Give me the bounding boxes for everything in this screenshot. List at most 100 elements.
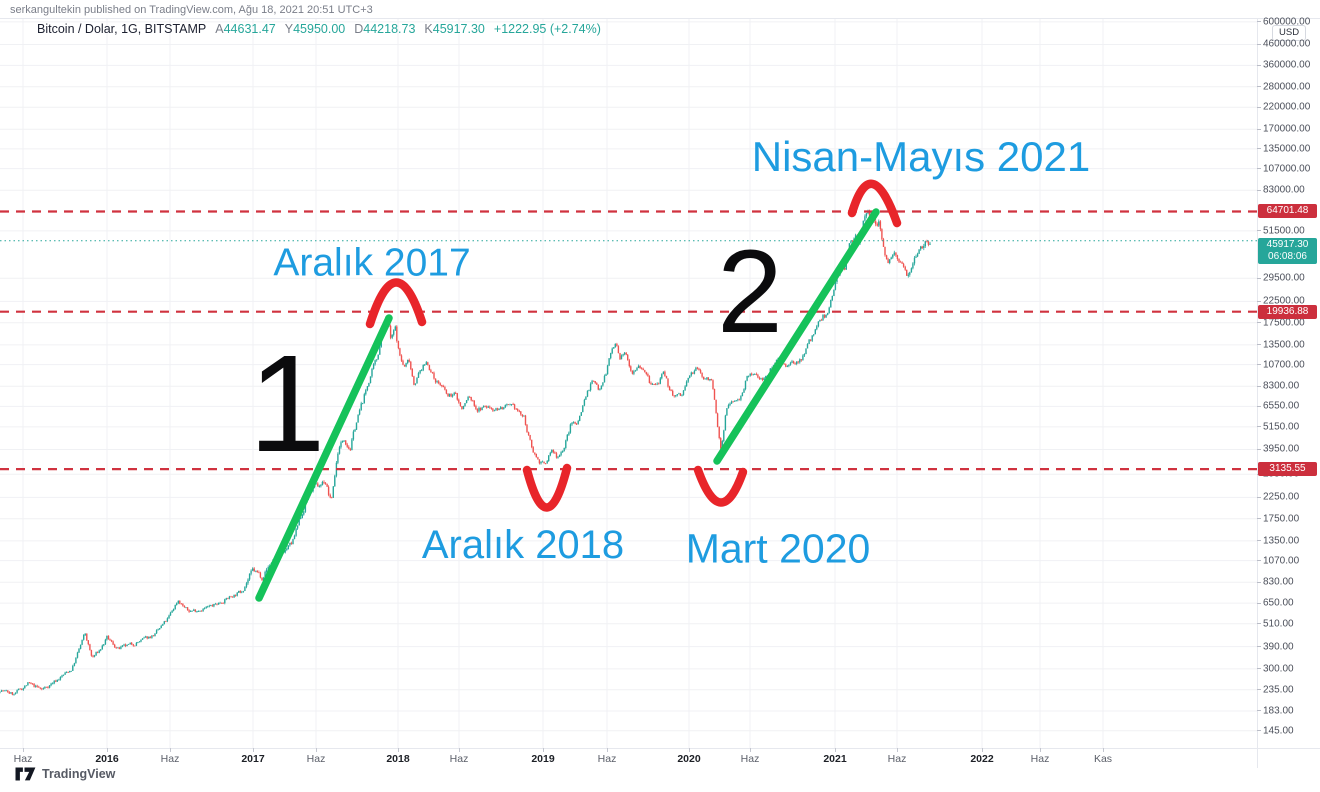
annotation-text: Aralık 2017 — [273, 241, 471, 285]
price-level-lines[interactable] — [0, 210, 1257, 471]
price-level-badge: 64701.48 — [1258, 204, 1317, 219]
annotation-text: Mart 2020 — [685, 525, 871, 572]
price-tick-label: 6550.00 — [1263, 400, 1300, 412]
time-tick-label: Haz — [740, 753, 760, 765]
price-tick-label: 8300.00 — [1263, 380, 1300, 392]
price-tick-label: 22500.00 — [1263, 295, 1305, 307]
price-tick-label: 235.00 — [1263, 684, 1294, 696]
candles-layer — [0, 209, 931, 696]
price-tick-mark — [1257, 518, 1261, 520]
countdown-timer: 06:08:06 — [1268, 250, 1307, 262]
price-tick-label: 360000.00 — [1263, 59, 1311, 71]
price-tick-label: 650.00 — [1263, 597, 1294, 609]
price-tick-mark — [1257, 426, 1261, 428]
time-tick-mark — [607, 748, 608, 752]
annotation-text: Aralık 2018 — [421, 523, 625, 567]
time-tick-label: 2019 — [531, 753, 555, 765]
symbol-title[interactable]: Bitcoin / Dolar, 1G, BITSTAMP — [37, 22, 207, 36]
currency-unit-button[interactable]: USD — [1272, 25, 1307, 41]
time-tick-label: Haz — [449, 753, 469, 765]
time-tick-label: 2020 — [677, 753, 701, 765]
price-tick-mark — [1257, 689, 1261, 691]
price-tick-label: 2250.00 — [1263, 491, 1300, 503]
price-tick-mark — [1257, 646, 1261, 648]
time-tick-mark — [398, 748, 399, 752]
price-level-badge: 3135.55 — [1258, 462, 1317, 477]
price-tick-mark — [1257, 128, 1261, 130]
price-tick-label: 5150.00 — [1263, 421, 1300, 433]
time-tick-mark — [1103, 748, 1104, 752]
price-tick-mark — [1257, 385, 1261, 387]
price-tick-label: 135000.00 — [1263, 143, 1311, 155]
time-tick-label: Haz — [306, 753, 326, 765]
price-tick-mark — [1257, 710, 1261, 712]
time-tick-label: Haz — [887, 753, 907, 765]
price-tick-label: 1350.00 — [1263, 535, 1300, 547]
ohlc-label: K — [424, 22, 433, 36]
price-tick-mark — [1257, 230, 1261, 232]
time-tick-mark — [982, 748, 983, 752]
time-axis-separator — [0, 748, 1320, 749]
price-tick-mark — [1257, 86, 1261, 88]
time-tick-label: 2017 — [241, 753, 265, 765]
ohlc-value: 44218.73 — [363, 22, 416, 36]
price-tick-label: 51500.00 — [1263, 225, 1305, 237]
grid-layer — [0, 19, 1257, 748]
time-tick-mark — [689, 748, 690, 752]
price-tick-label: 29500.00 — [1263, 272, 1305, 284]
price-tick-mark — [1257, 581, 1261, 583]
trend-line[interactable] — [255, 208, 880, 602]
tradingview-brand[interactable]: TradingView — [15, 767, 115, 781]
time-tick-mark — [897, 748, 898, 752]
price-tick-mark — [1257, 496, 1261, 498]
price-tick-mark — [1257, 168, 1261, 170]
price-tick-mark — [1257, 189, 1261, 191]
price-tick-label: 3950.00 — [1263, 443, 1300, 455]
time-tick-mark — [543, 748, 544, 752]
price-tick-mark — [1257, 344, 1261, 346]
price-tick-label: 830.00 — [1263, 576, 1294, 588]
price-tick-mark — [1257, 300, 1261, 302]
price-tick-label: 510.00 — [1263, 618, 1294, 630]
time-tick-label: Haz — [13, 753, 33, 765]
peak-trough-arc[interactable] — [365, 179, 902, 512]
price-tick-label: 170000.00 — [1263, 123, 1311, 135]
time-tick-mark — [253, 748, 254, 752]
price-tick-label: 17500.00 — [1263, 317, 1305, 329]
time-tick-mark — [835, 748, 836, 752]
time-tick-label: 2021 — [823, 753, 847, 765]
price-tick-label: 460000.00 — [1263, 38, 1311, 50]
ohlc-value: 45917.30 — [432, 22, 485, 36]
price-tick-label: 390.00 — [1263, 641, 1294, 653]
time-tick-mark — [107, 748, 108, 752]
price-tick-mark — [1257, 602, 1261, 604]
time-tick-label: Haz — [597, 753, 617, 765]
price-tick-label: 10700.00 — [1263, 359, 1305, 371]
price-tick-mark — [1257, 540, 1261, 542]
chart-top-border — [0, 18, 1320, 19]
time-tick-mark — [170, 748, 171, 752]
price-tick-mark — [1257, 668, 1261, 670]
ohlc-label: D — [354, 22, 364, 36]
price-tick-label: 183.00 — [1263, 705, 1294, 717]
price-tick-label: 280000.00 — [1263, 81, 1311, 93]
current-price-badge: 45917.30 06:08:06 — [1258, 237, 1317, 264]
tradingview-brand-label[interactable]: TradingView — [42, 767, 116, 781]
price-tick-mark — [1257, 43, 1261, 45]
current-price-value: 45917.30 — [1266, 238, 1309, 250]
price-tick-label: 220000.00 — [1263, 101, 1311, 113]
change-value: +1222.95 (+2.74%) — [493, 22, 601, 36]
price-tick-mark — [1257, 64, 1261, 66]
price-tick-mark — [1257, 560, 1261, 562]
time-tick-label: 2022 — [970, 753, 994, 765]
attribution-text: serkangultekin published on TradingView.… — [10, 4, 373, 16]
symbol-legend[interactable]: Bitcoin / Dolar, 1G, BITSTAMP A44631.47 Y4… — [37, 22, 601, 36]
price-tick-label: 107000.00 — [1263, 163, 1311, 175]
wave-number: 1 — [248, 327, 326, 481]
ohlc-value: 45950.00 — [293, 22, 346, 36]
time-tick-mark — [23, 748, 24, 752]
time-tick-label: 2016 — [95, 753, 119, 765]
price-tick-label: 1070.00 — [1263, 555, 1300, 567]
